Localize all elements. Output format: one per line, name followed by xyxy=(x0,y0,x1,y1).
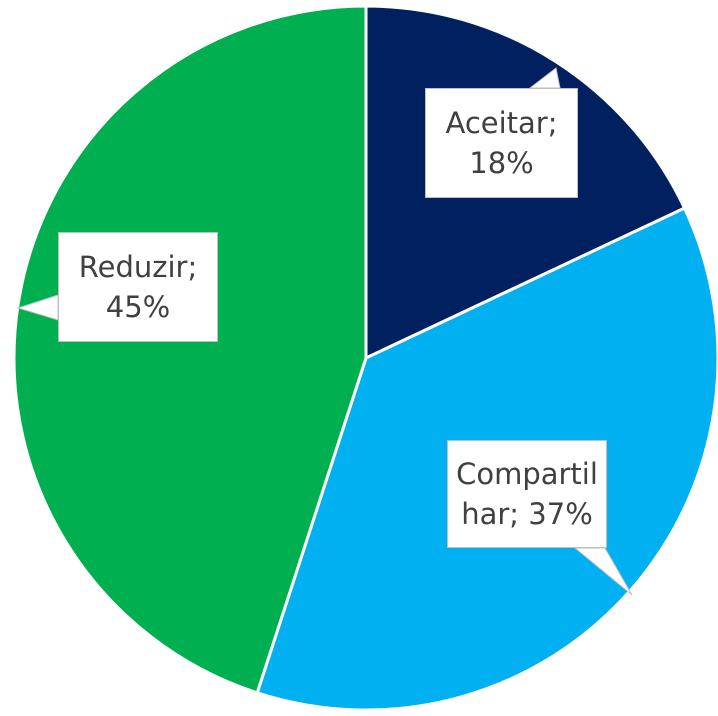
data-label: Aceitar; 18% xyxy=(425,88,578,198)
pie-slice xyxy=(12,4,368,695)
data-label: Reduzir; 45% xyxy=(58,232,218,342)
data-label: Compartilhar; 37% xyxy=(447,440,607,548)
callout-pointer xyxy=(573,547,633,596)
